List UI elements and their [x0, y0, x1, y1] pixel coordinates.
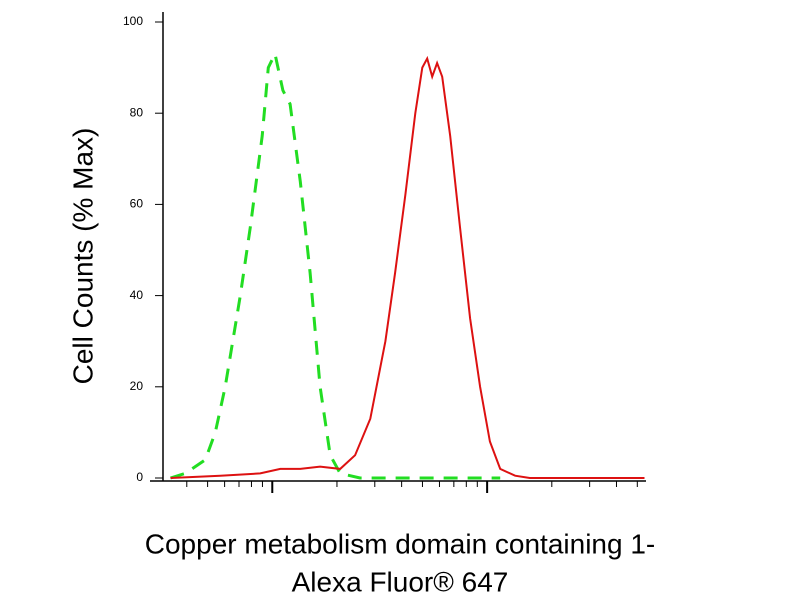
y-tick-label: 80	[130, 105, 144, 119]
y-tick-label: 60	[130, 197, 144, 211]
histogram-line	[170, 55, 645, 479]
x-axis-label: Alexa Fluor® 647	[292, 566, 509, 597]
y-tick-label: 20	[130, 379, 144, 393]
y-tick-label: 100	[123, 14, 143, 28]
y-axis-label: Cell Counts (% Max)	[67, 128, 98, 385]
y-tick-label: 0	[136, 470, 143, 484]
histogram-line	[170, 49, 501, 480]
x-axis-label: Copper metabolism domain containing 1-	[145, 528, 656, 559]
y-tick-label: 40	[130, 288, 144, 302]
